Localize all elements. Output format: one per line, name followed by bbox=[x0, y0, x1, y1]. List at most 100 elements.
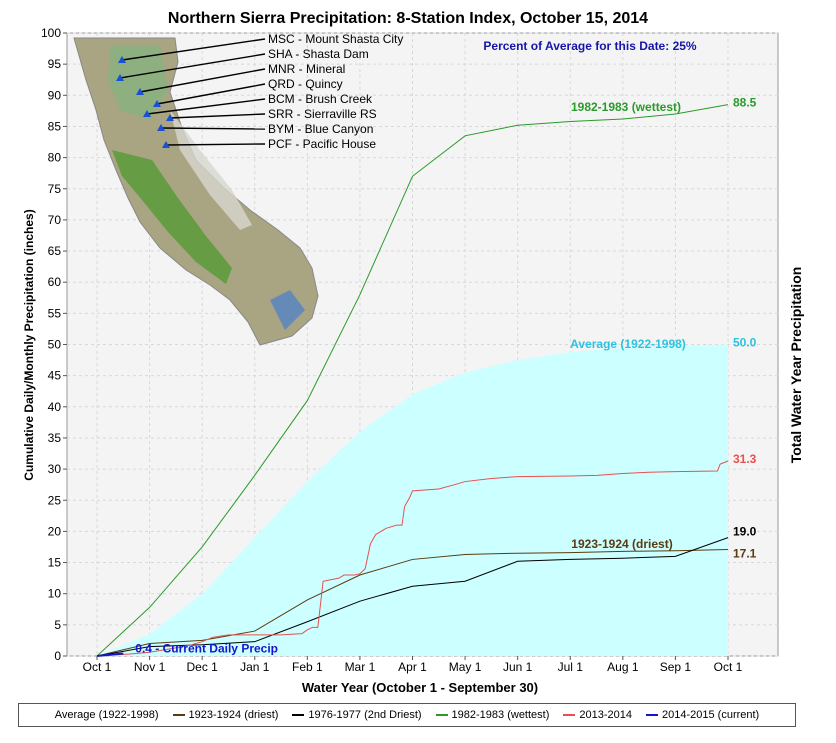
y-tick-label: 60 bbox=[48, 275, 62, 289]
x-tick-label: Jun 1 bbox=[503, 660, 533, 674]
x-tick-label: Oct 1 bbox=[83, 660, 112, 674]
station-leader-line bbox=[146, 98, 266, 115]
series-line-1976-1977-2nd-driest- bbox=[96, 537, 729, 657]
end-label: 0.4 - Current Daily Precip bbox=[135, 642, 278, 656]
y-tick-label: 25 bbox=[48, 493, 62, 507]
station-marker-icon bbox=[157, 124, 165, 131]
series-layer bbox=[96, 104, 729, 657]
station-leader-line bbox=[121, 38, 266, 61]
x-tick-label: Aug 1 bbox=[607, 660, 639, 674]
legend-item: 1982-1983 (wettest) bbox=[435, 709, 550, 721]
y-tick-label: 55 bbox=[48, 306, 62, 320]
station-marker-icon bbox=[118, 56, 126, 63]
station-leader-line bbox=[165, 143, 266, 146]
end-label: 31.3 bbox=[733, 452, 757, 466]
station-marker-icon bbox=[162, 141, 170, 148]
x-tick-label: Oct 1 bbox=[714, 660, 743, 674]
legend-swatch bbox=[292, 714, 305, 716]
end-label: 88.5 bbox=[733, 96, 757, 110]
legend-swatch bbox=[563, 714, 576, 716]
x-tick-label: Apr 1 bbox=[398, 660, 427, 674]
station-label: PCF - Pacific House bbox=[268, 137, 376, 151]
end-label: 50.0 bbox=[733, 336, 757, 350]
y-tick-label: 5 bbox=[54, 618, 61, 632]
legend-item: 1923-1924 (driest) bbox=[172, 709, 279, 721]
x-axis-ticks: Oct 1 Nov 1 Dec 1 Jan 1 Feb 1 Mar 1 Apr 1 May 1… bbox=[83, 656, 743, 674]
y-axis-ticks: 0 5 10 15 20 25 30 35 40 45 50 55 60 65 70 75 80 85 90 95 10… bbox=[41, 26, 67, 663]
end-label: 19.0 bbox=[733, 525, 757, 539]
legend-label: Average (1922-1998) bbox=[54, 709, 159, 721]
legend-label: 2014-2015 (current) bbox=[662, 709, 760, 721]
legend-swatch bbox=[172, 714, 185, 716]
y-tick-label: 15 bbox=[48, 556, 62, 570]
station-leader-line bbox=[169, 113, 266, 119]
station-label: SHA - Shasta Dam bbox=[268, 47, 369, 61]
station-label: BYM - Blue Canyon bbox=[268, 122, 373, 136]
station-marker-icon bbox=[143, 110, 151, 117]
station-marker-icon bbox=[153, 100, 161, 107]
y-tick-label: 30 bbox=[48, 462, 62, 476]
x-axis-title: Water Year (October 1 - September 30) bbox=[302, 680, 538, 695]
y-axis-title: Cumulative Daily/Monthly Precipitation (… bbox=[22, 209, 36, 480]
series-line-2014-2015-current- bbox=[96, 652, 124, 657]
series-label-driest: 1923-1924 (driest) bbox=[571, 537, 672, 551]
series-label-average: Average (1922-1998) bbox=[570, 337, 686, 351]
x-tick-label: Mar 1 bbox=[345, 660, 376, 674]
station-marker-icon bbox=[136, 88, 144, 95]
legend-label: 1976-1977 (2nd Driest) bbox=[308, 709, 422, 721]
y-tick-label: 45 bbox=[48, 369, 62, 383]
station-label: QRD - Quincy bbox=[268, 77, 343, 91]
station-label: SRR - Sierraville RS bbox=[268, 107, 377, 121]
y-tick-label: 75 bbox=[48, 182, 62, 196]
chart-title: Northern Sierra Precipitation: 8-Station… bbox=[168, 10, 648, 27]
precipitation-chart: Northern Sierra Precipitation: 8-Station… bbox=[22, 10, 804, 695]
y-tick-label: 100 bbox=[41, 26, 61, 40]
legend-item: Average (1922-1998) bbox=[55, 709, 159, 721]
end-label: 17.1 bbox=[733, 546, 757, 560]
station-leader-line bbox=[156, 83, 266, 105]
y-tick-label: 80 bbox=[48, 151, 62, 165]
station-marker-icon bbox=[166, 114, 174, 121]
x-tick-label: Feb 1 bbox=[292, 660, 323, 674]
legend-swatch bbox=[646, 714, 658, 716]
end-labels: 50.0 17.1 19.0 88.5 31.3 0.4 - Current Daily … bbox=[135, 96, 756, 656]
x-tick-label: Jul 1 bbox=[558, 660, 584, 674]
x-tick-label: Jan 1 bbox=[240, 660, 270, 674]
y-tick-label: 40 bbox=[48, 400, 62, 414]
x-tick-label: Nov 1 bbox=[134, 660, 166, 674]
series-line-1923-1924-driest- bbox=[96, 548, 729, 657]
station-marker-icon bbox=[116, 74, 124, 81]
legend-label: 2013-2014 bbox=[579, 709, 632, 721]
station-leader-line bbox=[139, 68, 266, 93]
legend-item: 2013-2014 bbox=[563, 709, 632, 721]
california-map bbox=[73, 37, 319, 346]
station-leader-line bbox=[119, 53, 266, 79]
average-area-layer bbox=[97, 344, 728, 656]
legend-label: 1923-1924 (driest) bbox=[188, 709, 279, 721]
y-tick-label: 35 bbox=[48, 431, 62, 445]
y-tick-label: 10 bbox=[48, 587, 62, 601]
y-tick-label: 0 bbox=[54, 649, 61, 663]
y-tick-label: 50 bbox=[48, 338, 62, 352]
legend-swatch bbox=[435, 714, 448, 716]
legend-label: 1982-1983 (wettest) bbox=[451, 709, 550, 721]
station-leader-line bbox=[160, 127, 266, 130]
y-tick-label: 85 bbox=[48, 119, 62, 133]
y-tick-label: 65 bbox=[48, 244, 62, 258]
legend-item: 1976-1977 (2nd Driest) bbox=[292, 709, 422, 721]
x-tick-label: Dec 1 bbox=[186, 660, 218, 674]
y-axis-title-right: Total Water Year Precipitation bbox=[788, 267, 804, 464]
station-label: MNR - Mineral bbox=[268, 62, 345, 76]
series-line-1982-1983-wettest- bbox=[96, 104, 729, 657]
station-label: MSC - Mount Shasta City bbox=[268, 32, 403, 46]
y-tick-label: 20 bbox=[48, 524, 62, 538]
x-tick-label: Sep 1 bbox=[660, 660, 692, 674]
x-tick-label: May 1 bbox=[449, 660, 482, 674]
legend: Average (1922-1998) 1923-1924 (driest) 197… bbox=[18, 703, 796, 727]
y-tick-label: 90 bbox=[48, 88, 62, 102]
series-area-average bbox=[97, 344, 728, 656]
series-label-wettest: 1982-1983 (wettest) bbox=[571, 100, 681, 114]
station-label: BCM - Brush Creek bbox=[268, 92, 373, 106]
y-tick-label: 70 bbox=[48, 213, 62, 227]
